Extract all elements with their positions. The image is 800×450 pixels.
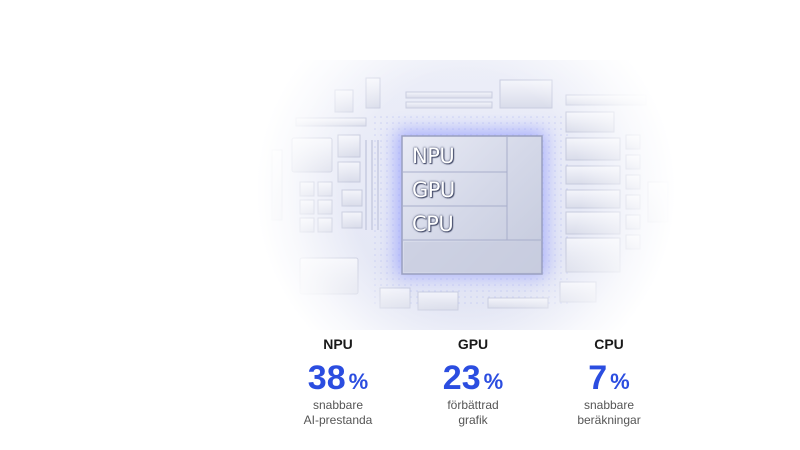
stat-npu: NPU 38% snabbare AI-prestanda (268, 335, 408, 428)
stat-unit: % (483, 369, 504, 394)
stat-description: snabbare AI-prestanda (268, 398, 408, 428)
stat-unit: % (610, 369, 630, 394)
stat-description-line: grafik (458, 413, 488, 427)
stat-cpu: CPU 7% snabbare beräkningar (539, 335, 679, 428)
stat-unit: % (348, 369, 369, 394)
chip-label-group: NPU GPU CPU (402, 138, 506, 242)
stat-name: GPU (457, 336, 489, 352)
stat-description: förbättrad grafik (403, 398, 543, 428)
circuit-board-illustration (0, 0, 800, 330)
stat-description-line: förbättrad (447, 398, 499, 412)
stat-description-line: snabbare (312, 398, 364, 412)
chip-label-npu: NPU (412, 144, 455, 168)
chip-label-gpu: GPU (412, 178, 455, 202)
stat-value: 38% (268, 359, 408, 397)
stat-description-line: beräkningar (577, 413, 641, 427)
stat-description: snabbare beräkningar (539, 398, 679, 428)
stat-number: 7 (588, 359, 608, 397)
stat-name: CPU (594, 336, 624, 352)
stat-number: 23 (442, 359, 481, 397)
stat-name: NPU (323, 336, 353, 352)
stat-description-line: AI-prestanda (303, 413, 373, 427)
stat-description-line: snabbare (583, 398, 635, 412)
stat-gpu: GPU 23% förbättrad grafik (403, 335, 543, 428)
stat-number: 38 (307, 359, 346, 397)
chip-label-cpu: CPU (412, 212, 454, 236)
stat-value: 23% (403, 359, 543, 397)
stat-value: 7% (539, 359, 679, 397)
